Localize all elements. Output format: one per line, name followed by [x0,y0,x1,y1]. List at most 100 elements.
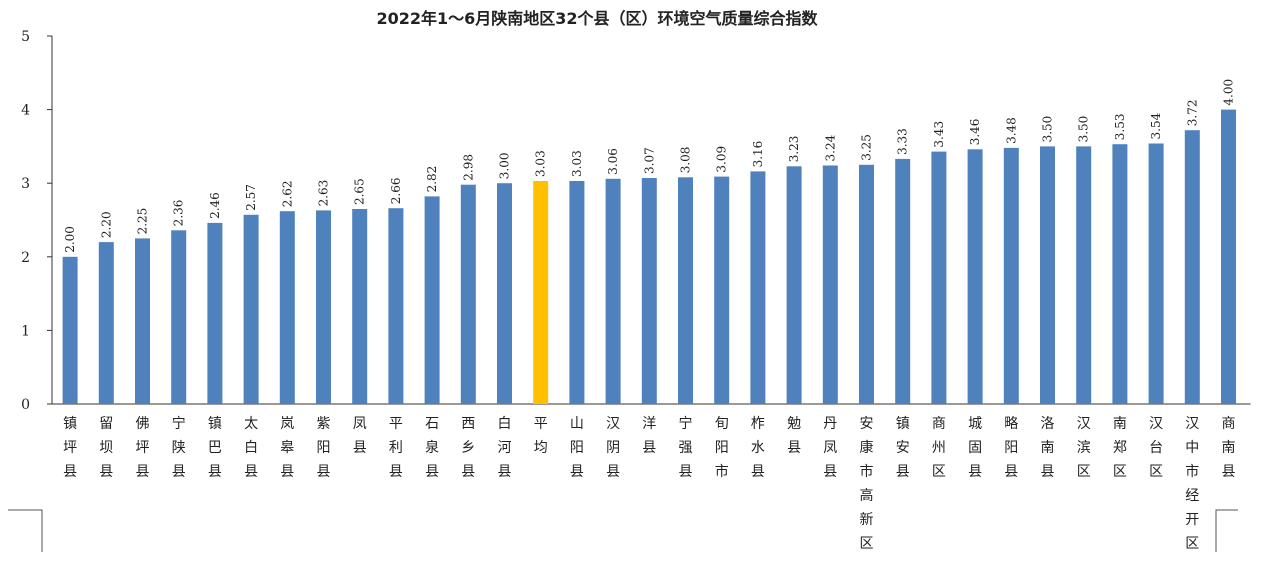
bar [207,222,223,404]
bar [135,238,150,404]
value-label: 3.24 [823,134,837,161]
bar [243,214,259,404]
category-label: 城固县 [968,416,982,480]
value-label: 3.07 [642,147,656,174]
category-label: 南郑区 [1113,416,1127,480]
bar [171,230,187,404]
value-label: 3.46 [968,119,982,146]
value-label: 3.50 [1077,116,1091,143]
bar [895,158,911,404]
bar [497,183,512,404]
value-label: 3.03 [570,150,584,177]
category-label: 柞水县 [751,416,765,480]
category-label: 白河县 [498,416,512,480]
bar [1184,130,1200,404]
bar [460,184,476,404]
value-label: 3.06 [606,148,620,175]
category-label: 汉滨区 [1077,416,1091,480]
category-label: 留坝县 [99,416,113,480]
bar [967,149,983,404]
value-label: 2.65 [353,178,367,205]
category-label: 汉中市经开区 [1185,416,1199,552]
category-label: 镇安县 [896,416,910,480]
value-label: 3.03 [534,150,548,177]
value-label: 2.36 [172,200,186,227]
bar [714,176,730,404]
right-corner-mark [1215,509,1238,552]
bar [352,209,368,404]
category-label: 紫阳县 [317,416,331,480]
bar [1148,143,1164,404]
y-tick-label: 0 [21,397,30,413]
bar [641,178,657,404]
y-tick-label: 3 [21,176,30,192]
bar [279,211,295,404]
value-label: 2.46 [208,192,222,219]
value-labels: 2.00 2.20 2.25 2.36 2.46 2.57 2.62 2.63 2.65 2.66… [63,79,1235,253]
chart-title: 2022年1～6月陕南地区32个县（区）环境空气质量综合指数 [376,9,818,28]
category-label: 西乡县 [461,416,475,480]
frame-corners [8,509,1238,552]
value-label: 2.20 [99,211,113,238]
value-label: 4.00 [1222,79,1236,106]
value-label: 2.62 [280,180,294,207]
bar [316,210,331,404]
category-label: 安康市高新区 [860,416,874,552]
value-label: 3.54 [1149,112,1163,139]
category-label: 镇巴县 [208,416,222,480]
bar-average [533,181,549,404]
y-tick-label: 4 [21,103,30,119]
bar [605,178,621,404]
value-label: 3.72 [1185,99,1199,126]
category-label: 洛南县 [1041,416,1055,480]
category-label: 山阳县 [570,416,584,480]
value-label: 3.25 [860,134,874,161]
value-label: 3.48 [1004,117,1018,144]
category-label: 宁强县 [679,415,693,480]
category-label: 商州区 [932,416,946,480]
category-label: 凤县 [353,416,367,456]
category-label: 汉台区 [1149,416,1163,480]
category-label: 丹凤县 [823,416,837,480]
category-label: 勉县 [787,416,801,456]
bar [859,164,874,404]
category-label: 岚皋县 [280,416,294,480]
y-tick-label: 5 [21,29,30,45]
value-label: 3.09 [715,146,729,173]
category-labels: 镇坪县 留坝县 佛坪县 宁陕县 镇巴县 太白县 岚皋县 紫阳县 凤县 平利县 石泉县 西乡县 白河县 平均… [63,415,1235,552]
category-label: 旬阳市 [715,416,729,480]
bar [1221,109,1236,404]
bar [1040,146,1055,404]
bar [931,151,947,404]
value-label: 3.50 [1041,116,1055,143]
bar [1112,144,1128,404]
value-label: 2.00 [63,226,77,253]
y-axis: 0 1 2 3 4 5 [21,29,1251,413]
category-label: 佛坪县 [136,416,150,480]
bar [786,166,802,404]
bar [98,242,114,404]
category-label: 太白县 [244,416,258,480]
category-label: 镇坪县 [63,416,77,480]
value-label: 2.82 [425,166,439,193]
bar [1003,147,1019,404]
category-label: 略阳县 [1004,416,1018,480]
value-label: 3.43 [932,121,946,148]
value-label: 3.23 [787,136,801,163]
value-label: 3.16 [751,141,765,168]
bar [822,165,838,404]
bars [62,109,1236,404]
value-label: 3.33 [896,128,910,155]
y-tick-label: 2 [21,250,30,266]
bar [750,171,766,404]
value-label: 3.08 [679,147,693,174]
value-label: 2.57 [244,184,258,211]
bar [569,181,585,404]
bar [424,196,440,404]
left-corner-mark [8,509,43,552]
value-label: 2.66 [389,177,403,204]
bar [1076,146,1092,404]
value-label: 2.63 [317,180,331,207]
value-label: 2.98 [461,154,475,181]
